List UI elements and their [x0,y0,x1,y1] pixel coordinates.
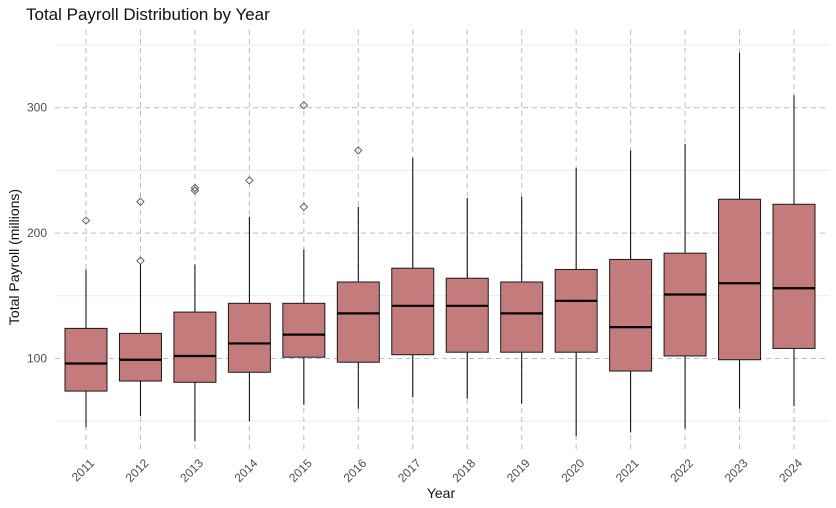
y-tick-label: 300 [27,101,47,115]
x-tick-label: 2013 [177,456,206,485]
x-tick-label: 2016 [341,456,370,485]
outlier-point [190,183,200,193]
box-iqr [663,252,707,357]
x-tick-label: 2015 [286,456,315,485]
outlier-point [136,197,145,206]
y-tick-label: 100 [27,351,47,365]
y-tick-label: 200 [27,226,47,240]
box-iqr [118,332,162,382]
x-axis-title: Year [427,485,456,501]
box-2022 [663,144,707,429]
outlier-point [354,146,363,155]
outlier-point [136,256,145,265]
box-2024 [772,95,816,407]
outlier-point [299,202,309,212]
box-iqr [64,327,108,392]
box-iqr [554,268,598,353]
box-2014 [227,176,271,422]
x-tick-label: 2020 [558,456,587,485]
x-tick-label: 2022 [667,456,696,485]
box-iqr [445,277,489,353]
x-tick-label: 2021 [613,456,642,485]
x-tick-label: 2019 [504,456,533,485]
box-layer [64,52,816,442]
box-2021 [609,150,653,433]
x-tick-label: 2011 [69,456,97,484]
box-iqr [718,198,762,361]
x-tick-label: 2014 [232,456,261,485]
outlier-point [299,100,309,110]
grid-layer [55,30,829,450]
outlier-point [81,216,91,225]
box-iqr [173,311,217,383]
box-2019 [500,196,544,404]
x-tick-label: 2012 [123,456,152,485]
box-iqr [391,267,435,356]
box-2013 [173,183,217,442]
box-iqr [336,281,380,363]
chart-title: Total Payroll Distribution by Year [26,5,270,24]
y-axis-title: Total Payroll (millions) [6,189,22,325]
x-tick-label: 2023 [722,456,751,485]
x-tick-label: 2018 [450,456,479,485]
box-iqr [227,302,271,373]
outlier-point [245,176,254,185]
box-2012 [118,197,162,417]
x-tick-label: 2017 [395,456,424,485]
x-tick-label: 2024 [776,456,805,485]
box-2015 [282,100,326,405]
box-2016 [336,146,380,409]
box-2017 [391,157,435,398]
box-2011 [64,216,108,428]
box-2018 [445,198,489,399]
box-2023 [718,52,762,409]
box-iqr [772,203,816,349]
box-iqr [500,281,544,353]
box-2020 [554,167,598,437]
box-iqr [282,302,326,358]
box-iqr [609,258,653,372]
